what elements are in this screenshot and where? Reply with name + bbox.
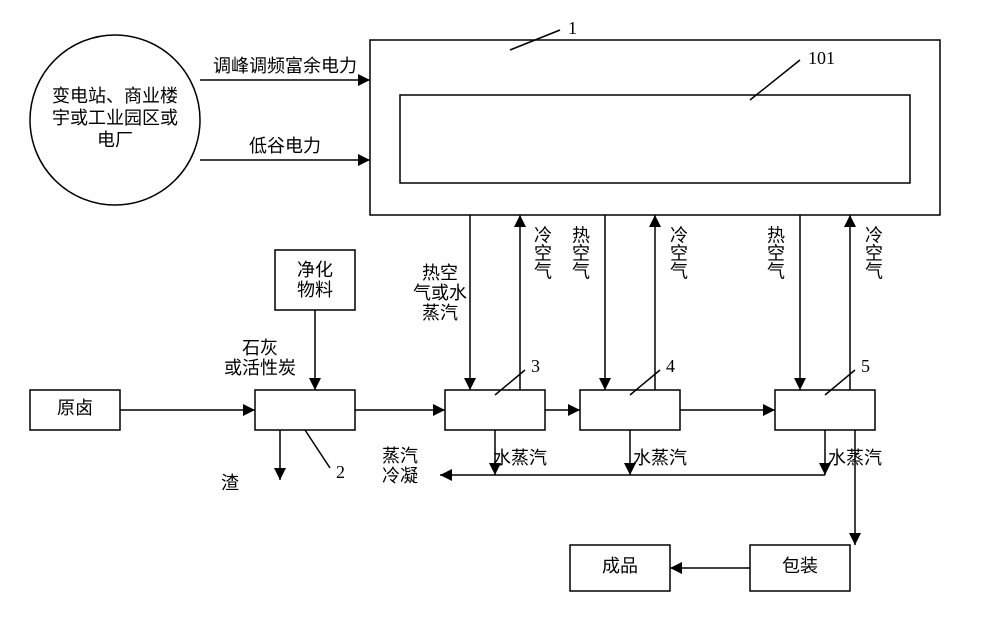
leader-line (305, 430, 330, 468)
steam-label: 水蒸汽 (633, 448, 687, 468)
box-number: 1 (568, 18, 577, 38)
slag-label: 渣 (221, 473, 239, 493)
hot-air-label: 气或水 (413, 283, 467, 303)
lime-label: 石灰 (242, 338, 278, 358)
leader-line (750, 60, 800, 100)
steam-label: 水蒸汽 (828, 448, 882, 468)
box-number: 101 (808, 48, 835, 68)
final-label: 成品 (602, 556, 638, 576)
box-number: 2 (336, 462, 345, 482)
cold-air-label: 冷空气 (532, 225, 552, 279)
raw-label: 原卤 (57, 398, 93, 418)
source-circle-text: 电厂 (97, 130, 133, 150)
box-2 (255, 390, 355, 430)
lime-label: 或活性炭 (224, 358, 296, 378)
source-arrow-label: 低谷电力 (249, 136, 321, 156)
pack-label: 包装 (782, 556, 818, 576)
box-number: 5 (861, 356, 870, 376)
inner-box (400, 95, 910, 183)
source-circle-text: 宇或工业园区或 (52, 108, 178, 128)
box-number: 4 (666, 356, 675, 376)
diagram-canvas: 变电站、商业楼宇或工业园区或电厂1101调峰调频富余电力低谷电力热空气或水蒸汽冷… (0, 0, 1000, 620)
box-4 (580, 390, 680, 430)
steam-label: 水蒸汽 (493, 448, 547, 468)
outer-box (370, 40, 940, 215)
box-3 (445, 390, 545, 430)
hot-air-label: 热空 (422, 263, 458, 283)
cond-label: 蒸汽 (382, 446, 418, 466)
purify-label: 净化 (297, 260, 333, 280)
hot-air-label: 蒸汽 (422, 303, 458, 323)
cold-air-label: 冷空气 (863, 225, 883, 279)
cold-air-label: 冷空气 (668, 225, 688, 279)
purify-label: 物料 (297, 280, 333, 300)
hot-air-label: 热空气 (570, 225, 590, 279)
box-number: 3 (531, 356, 540, 376)
cond-label: 冷凝 (382, 466, 418, 486)
source-circle-text: 变电站、商业楼 (52, 86, 178, 106)
source-arrow-label: 调峰调频富余电力 (213, 56, 357, 76)
hot-air-label: 热空气 (765, 225, 785, 279)
box-5 (775, 390, 875, 430)
